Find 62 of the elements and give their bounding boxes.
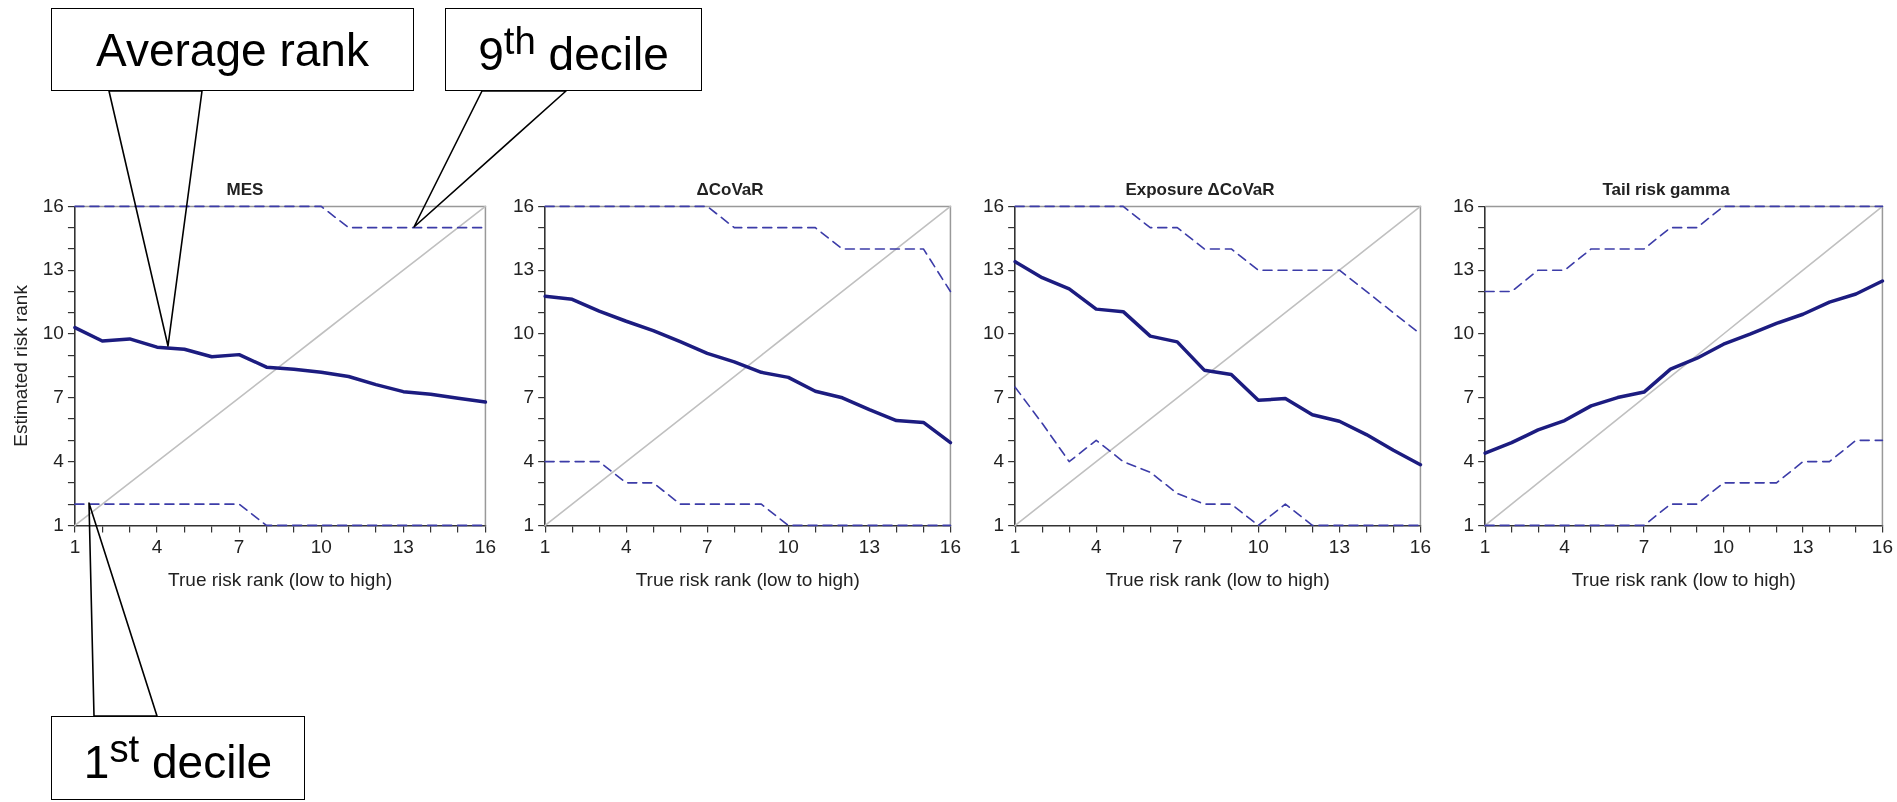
chart-title: Exposure ΔCoVaR xyxy=(1125,179,1275,199)
x-axis-title: True risk rank (low to high) xyxy=(1571,568,1796,590)
x-tick-label: 7 xyxy=(233,536,245,558)
y-tick-label: 4 xyxy=(523,449,535,471)
x-tick-label: 7 xyxy=(1638,536,1650,558)
chart-title: Tail risk gamma xyxy=(1602,179,1731,199)
x-tick-label: 16 xyxy=(1409,536,1431,558)
y-tick-label: 13 xyxy=(42,258,64,280)
x-tick-label: 16 xyxy=(474,536,496,558)
y-tick-label: 1 xyxy=(1463,513,1475,535)
x-tick-label: 1 xyxy=(1479,536,1491,558)
y-tick-label: 10 xyxy=(42,322,64,344)
x-tick-label: 13 xyxy=(858,536,880,558)
x-tick-label: 4 xyxy=(620,536,632,558)
y-tick-label: 4 xyxy=(1463,449,1475,471)
x-axis-title: True risk rank (low to high) xyxy=(1105,568,1330,590)
y-tick-label: 1 xyxy=(993,513,1005,535)
x-tick-label: 1 xyxy=(69,536,81,558)
y-tick-label: 7 xyxy=(993,386,1005,408)
x-tick-label: 13 xyxy=(392,536,414,558)
y-tick-label: 7 xyxy=(1463,386,1475,408)
y-tick-label: 13 xyxy=(1452,258,1475,280)
y-tick-label: 13 xyxy=(982,258,1005,280)
y-tick-label: 7 xyxy=(53,386,64,408)
x-tick-label: 16 xyxy=(939,536,961,558)
text: 1$^{st}$ decile xyxy=(83,727,273,789)
line-series xyxy=(544,205,952,293)
text: Average rank xyxy=(96,23,369,76)
y-axis-title: Estimated risk rank xyxy=(9,284,31,447)
text: 9$^{th}$ decile xyxy=(478,18,669,81)
x-tick-label: 7 xyxy=(1171,536,1183,558)
chart-title: MES xyxy=(226,179,264,199)
x-tick-label: 1 xyxy=(1009,536,1021,558)
y-tick-label: 4 xyxy=(53,449,65,471)
y-tick-label: 16 xyxy=(1452,194,1475,216)
line-series xyxy=(1484,205,1884,293)
y-tick-label: 13 xyxy=(512,258,535,280)
x-tick-label: 1 xyxy=(539,536,551,558)
x-tick-label: 13 xyxy=(1328,536,1350,558)
x-tick-label: 4 xyxy=(1090,536,1102,558)
x-tick-label: 13 xyxy=(1792,536,1814,558)
x-tick-label: 10 xyxy=(1712,536,1735,558)
y-tick-label: 10 xyxy=(982,322,1005,344)
x-tick-label: 16 xyxy=(1871,536,1893,558)
x-tick-label: 10 xyxy=(1247,536,1269,558)
x-axis-title: True risk rank (low to high) xyxy=(635,568,860,590)
x-axis-title: True risk rank (low to high) xyxy=(168,568,393,590)
y-tick-label: 7 xyxy=(523,386,535,408)
y-tick-label: 10 xyxy=(1452,322,1475,344)
y-tick-label: 16 xyxy=(42,194,64,216)
y-tick-label: 1 xyxy=(523,513,535,535)
y-tick-label: 16 xyxy=(512,194,535,216)
chart-title: ΔCoVaR xyxy=(696,179,764,199)
y-tick-label: 16 xyxy=(982,194,1005,216)
y-tick-label: 10 xyxy=(512,322,535,344)
x-tick-label: 4 xyxy=(1559,536,1571,558)
x-tick-label: 4 xyxy=(151,536,163,558)
x-tick-label: 10 xyxy=(777,536,799,558)
x-tick-label: 7 xyxy=(701,536,713,558)
x-tick-label: 10 xyxy=(310,536,332,558)
y-tick-label: 1 xyxy=(53,513,64,535)
y-tick-label: 4 xyxy=(993,449,1005,471)
